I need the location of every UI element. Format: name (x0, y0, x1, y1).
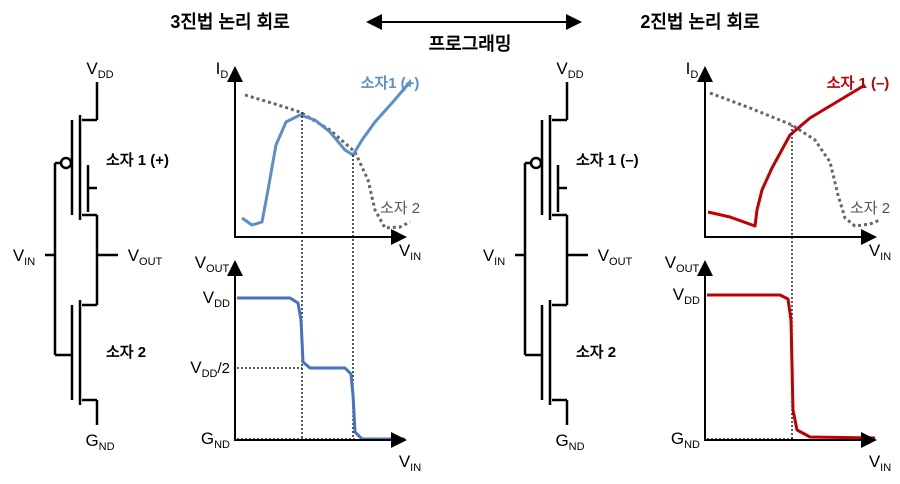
label-main: V (665, 253, 677, 272)
vin-axis-label: VIN (869, 452, 891, 474)
label-sub: OUT (206, 263, 230, 275)
label-main: I (686, 59, 691, 78)
axis (234, 268, 400, 441)
vout-axis-label: VOUT (195, 253, 230, 275)
label-sub: OUT (139, 256, 163, 268)
label-main: V (556, 59, 568, 78)
label-main: G (201, 429, 214, 448)
device2-label: 소자 2 (106, 344, 146, 361)
label-main: V (399, 452, 411, 471)
vout-label: VOUT (598, 246, 633, 268)
device2-curve-label: 소자 2 (850, 200, 890, 217)
device1-curve (707, 83, 866, 228)
vin-label: VIN (13, 246, 35, 268)
label-sub: IN (410, 251, 421, 263)
vin-axis-label: VIN (869, 241, 891, 263)
label-sub: D (220, 69, 228, 81)
vin-axis-label: VIN (399, 241, 421, 263)
label-sub: DD (98, 69, 114, 81)
label-main: V (195, 253, 207, 272)
id-axis-label: ID (686, 59, 699, 81)
label-sub: DD (214, 298, 230, 310)
inverter-bubble (529, 156, 543, 170)
device1-label: 소자 1 (–) (576, 152, 639, 169)
vin-axis-label: VIN (399, 452, 421, 474)
label-sub: DD (684, 295, 700, 307)
label-sub: IN (494, 256, 505, 268)
vout-label: VOUT (128, 246, 163, 268)
programming-label: 프로그래밍 (429, 34, 512, 54)
level-label: GND (671, 429, 700, 451)
label-sub: ND (99, 441, 115, 453)
device1-curve-label: 소자1 (+) (361, 75, 420, 92)
device2-curve (244, 93, 411, 230)
gnd-label: GND (85, 431, 114, 453)
label-sub: DD (202, 368, 218, 380)
vdd-label: VDD (556, 59, 583, 81)
inverter-bubble (59, 156, 73, 170)
right-curves (707, 83, 881, 440)
device2-curve-label: 소자 2 (380, 200, 420, 217)
axis (704, 268, 870, 441)
device1-curve-label: 소자 1 (–) (827, 75, 890, 92)
label-main: V (673, 285, 685, 304)
vin-label: VIN (483, 246, 505, 268)
label-sub: IN (410, 462, 421, 474)
label-main: V (203, 288, 215, 307)
label-main: G (671, 429, 684, 448)
vtc-curve (707, 293, 876, 440)
label-main: V (128, 246, 140, 265)
left-title: 3진법 논리 회로 (170, 12, 289, 32)
label-main: V (869, 452, 881, 471)
label-sub: IN (24, 256, 35, 268)
label-sub: D (690, 69, 698, 81)
label-main: V (86, 59, 98, 78)
label-main: V (483, 246, 495, 265)
label-sub: OUT (676, 263, 700, 275)
label-main: V (13, 246, 25, 265)
label-sub: ND (684, 439, 700, 451)
axis (234, 75, 400, 238)
device1-curve (241, 81, 412, 227)
label-main: V (399, 241, 411, 260)
label-main: G (555, 431, 568, 450)
level-label: GND (201, 429, 230, 451)
label-sub: ND (214, 439, 230, 451)
level-label: VDD (203, 288, 230, 310)
left-curves (237, 81, 412, 441)
label-sub: DD (568, 69, 584, 81)
device2-label: 소자 2 (576, 344, 616, 361)
right-title: 2진법 논리 회로 (640, 12, 759, 32)
label-main: I (216, 59, 221, 78)
axis (704, 75, 870, 238)
vtc-curve (237, 296, 405, 441)
label-main: V (598, 246, 610, 265)
label-main: V (190, 358, 202, 377)
label-sub: OUT (609, 256, 633, 268)
gnd-label: GND (555, 431, 584, 453)
label-sub: IN (880, 251, 891, 263)
vout-axis-label: VOUT (665, 253, 700, 275)
vdd-label: VDD (86, 59, 113, 81)
label-sub: IN (880, 462, 891, 474)
level-label: VDD/2 (190, 358, 230, 380)
label-sub: ND (569, 441, 585, 453)
device1-label: 소자 1 (+) (106, 152, 169, 169)
label-suffix: /2 (217, 360, 230, 377)
label-main: V (869, 241, 881, 260)
id-axis-label: ID (216, 59, 229, 81)
label-main: G (85, 431, 98, 450)
level-label: VDD (673, 285, 700, 307)
